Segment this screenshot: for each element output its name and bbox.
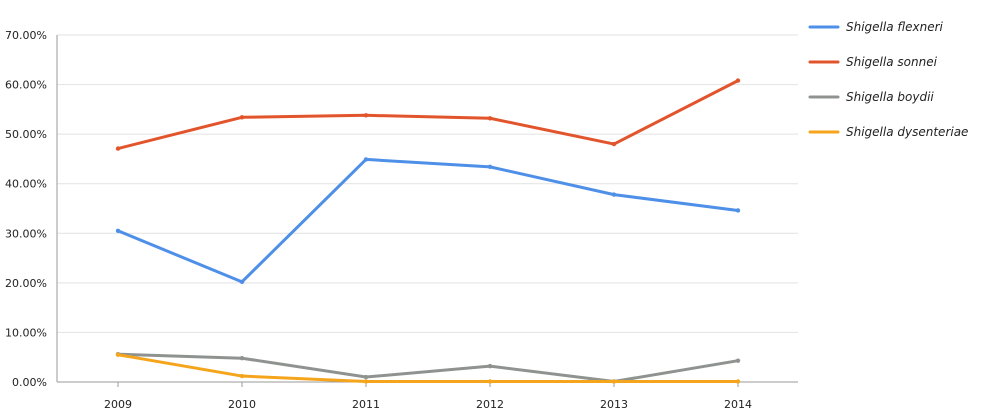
data-point-0-4 <box>611 192 617 197</box>
series-line-shigella-sonnei <box>116 79 740 151</box>
x-tick-label-2: 2011 <box>352 398 380 411</box>
y-tick-label-0: 0.00% <box>12 376 47 389</box>
data-point-3-0 <box>115 352 121 357</box>
x-tick-label-3: 2012 <box>476 398 504 411</box>
legend-label-2: Shigella boydii <box>846 90 934 104</box>
data-point-1-5 <box>735 78 741 83</box>
data-point-3-2 <box>363 379 369 384</box>
series-lines <box>115 78 741 384</box>
x-axis-ticks: 2009 2010 2011 2012 2013 2014 <box>104 382 752 411</box>
data-point-2-2 <box>363 374 369 380</box>
data-point-3-1 <box>239 373 245 379</box>
data-point-0-1 <box>239 279 245 285</box>
series-line-shigella-dysenteriae <box>116 353 740 384</box>
data-point-0-3 <box>487 164 493 170</box>
data-point-0-0 <box>115 228 121 234</box>
x-tick-label-1: 2010 <box>228 398 256 411</box>
data-point-3-4 <box>611 379 617 384</box>
data-point-2-5 <box>735 358 741 363</box>
y-tick-label-3: 30.00% <box>5 227 47 240</box>
legend-label-0: Shigella flexneri <box>846 20 944 34</box>
data-point-2-1 <box>239 356 245 361</box>
y-tick-label-7: 70.00% <box>5 29 47 42</box>
legend-label-3: Shigella dysenteriae <box>846 125 968 139</box>
legend: Shigella flexneri Shigella sonnei Shigella… <box>808 20 968 139</box>
data-point-0-2 <box>363 157 369 162</box>
y-tick-label-5: 50.00% <box>5 128 47 141</box>
data-point-0-5 <box>735 208 741 213</box>
series-line-shigella-boydii <box>116 352 740 384</box>
data-point-3-3 <box>487 379 493 384</box>
data-point-1-1 <box>239 115 245 120</box>
axes <box>56 35 798 383</box>
data-point-2-3 <box>487 363 493 369</box>
y-tick-label-1: 10.00% <box>5 326 47 339</box>
x-tick-label-4: 2013 <box>600 398 628 411</box>
data-point-1-0 <box>115 146 121 151</box>
legend-label-1: Shigella sonnei <box>846 55 938 69</box>
y-tick-label-2: 20.00% <box>5 277 47 290</box>
data-point-1-3 <box>487 116 493 121</box>
y-tick-label-6: 60.00% <box>5 79 47 92</box>
x-tick-label-5: 2014 <box>724 398 752 411</box>
grid-lines <box>57 34 798 333</box>
data-point-1-4 <box>611 141 617 147</box>
y-tick-label-4: 40.00% <box>5 178 47 191</box>
series-line-shigella-flexneri <box>116 157 740 284</box>
data-point-1-2 <box>363 113 369 118</box>
y-axis-ticks: 0.00% 10.00% 20.00% 30.00% 40.00% 50.00% 60.00… <box>5 29 47 389</box>
data-point-3-5 <box>735 379 741 384</box>
x-tick-label-0: 2009 <box>104 398 132 411</box>
